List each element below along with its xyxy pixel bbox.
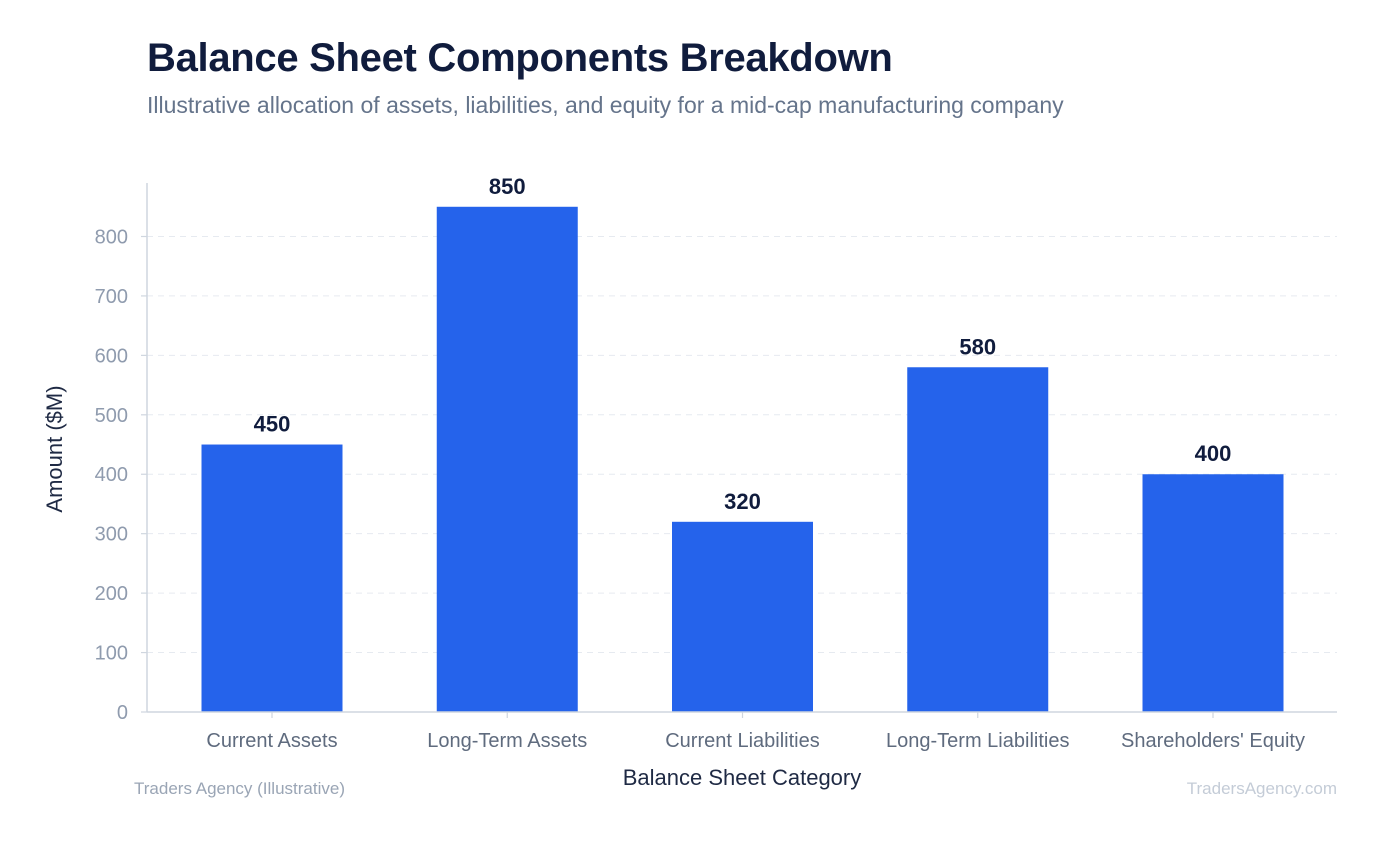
y-axis-label: Amount ($M) — [42, 385, 67, 512]
x-tick-label: Long-Term Assets — [427, 730, 587, 752]
data-label: 850 — [489, 174, 526, 199]
data-label: 580 — [959, 334, 996, 359]
bar — [907, 367, 1049, 712]
bar — [436, 206, 578, 713]
data-labels: 450 850 320 580 400 — [254, 174, 1232, 514]
watermark: TradersAgency.com — [1186, 779, 1337, 798]
y-tick-label: 200 — [95, 583, 128, 605]
data-label: 400 — [1195, 441, 1232, 466]
bar — [1142, 474, 1284, 712]
y-tick-label: 400 — [95, 464, 128, 486]
y-tick-label: 100 — [95, 643, 128, 665]
y-tick-labels: 0 100 200 300 400 500 600 700 800 — [95, 226, 147, 724]
y-tick-label: 600 — [95, 345, 128, 367]
bar — [672, 521, 813, 712]
x-tick-label: Long-Term Liabilities — [886, 730, 1069, 752]
chart-subtitle: Illustrative allocation of assets, liabi… — [147, 92, 1064, 118]
x-tick-label: Current Liabilities — [665, 730, 820, 752]
chart-title: Balance Sheet Components Breakdown — [147, 36, 893, 80]
y-tick-label: 800 — [95, 226, 128, 248]
y-tick-label: 700 — [95, 286, 128, 308]
data-label: 320 — [724, 489, 761, 514]
source-note: Traders Agency (Illustrative) — [134, 779, 345, 798]
bar — [201, 444, 343, 712]
x-tick-labels: Current Assets Long-Term Assets Current Li… — [206, 712, 1305, 752]
data-label: 450 — [254, 412, 291, 437]
y-tick-label: 0 — [117, 702, 128, 724]
bars — [201, 206, 1284, 713]
x-tick-label: Current Assets — [206, 730, 337, 752]
x-tick-label: Shareholders' Equity — [1121, 730, 1305, 752]
y-tick-label: 500 — [95, 405, 128, 427]
y-tick-label: 300 — [95, 524, 128, 546]
x-axis-label: Balance Sheet Category — [623, 765, 862, 790]
